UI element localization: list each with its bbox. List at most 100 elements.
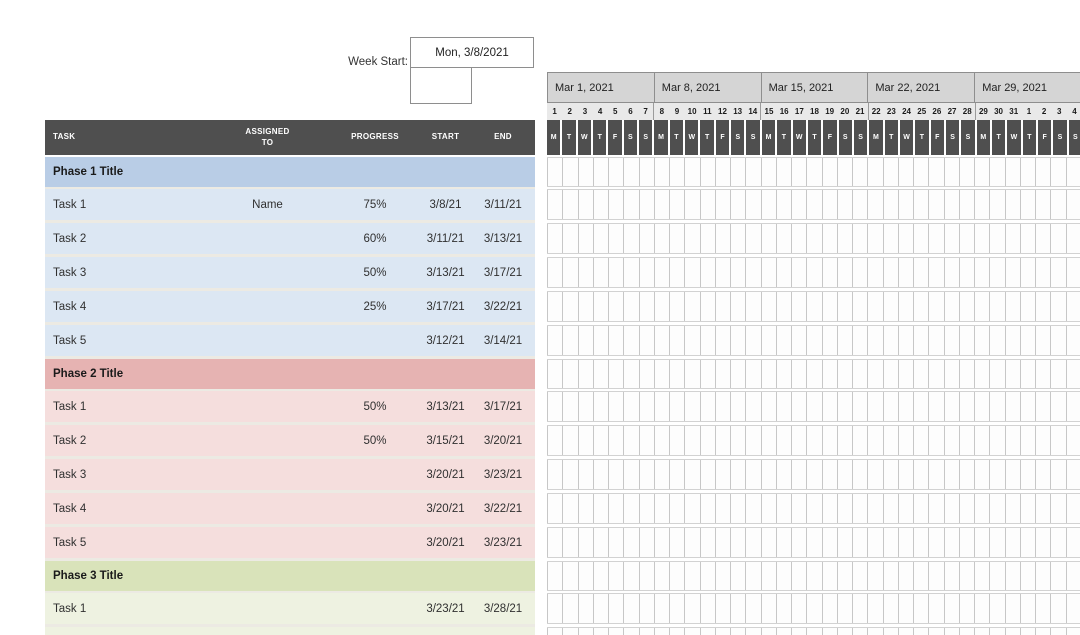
column-header-assigned-to-label: ASSIGNED TO (245, 127, 290, 147)
end-date-cell[interactable]: 3/11/21 (484, 198, 522, 211)
phase-row[interactable]: Phase 2 Title (45, 359, 535, 389)
day-number-cell: 19 (825, 107, 835, 116)
gantt-grid-cell (563, 628, 579, 635)
gantt-grid-cell (1036, 392, 1052, 421)
gantt-grid-cell (639, 224, 655, 253)
gantt-grid-cell (822, 460, 838, 489)
start-date-cell[interactable]: 3/20/21 (426, 468, 465, 481)
start-date-cell[interactable]: 3/13/21 (426, 266, 465, 279)
day-letter-cell: F (715, 120, 732, 155)
gantt-grid-cell (700, 158, 716, 186)
task-name-cell[interactable]: Task 2 (53, 434, 87, 447)
gantt-grid-cell (1066, 594, 1080, 623)
start-date-cell[interactable]: 3/13/21 (426, 400, 465, 413)
gantt-grid-cell (746, 190, 762, 219)
task-name-cell[interactable]: Task 3 (53, 266, 87, 279)
start-date-cell[interactable]: 3/15/21 (426, 434, 465, 447)
gantt-grid-cell (807, 258, 823, 287)
gantt-grid-cell (929, 494, 945, 523)
gantt-grid-cell (654, 326, 670, 355)
task-name-cell[interactable]: Task 5 (53, 334, 87, 347)
end-date-cell[interactable]: 3/23/21 (483, 536, 523, 549)
start-date-cell[interactable]: 3/8/21 (429, 198, 462, 211)
task-row: Task 3 3/20/21 3/23/21 (45, 459, 535, 490)
end-date-cell[interactable]: 3/28/21 (483, 602, 523, 615)
gantt-grid-cell (929, 392, 945, 421)
gantt-grid-cell (1036, 426, 1052, 455)
progress-cell[interactable]: 75% (363, 198, 387, 211)
task-name-cell[interactable]: Task 5 (53, 536, 87, 549)
start-date-cell[interactable]: 3/11/21 (426, 232, 465, 245)
gantt-grid-cell (670, 460, 686, 489)
start-date-cell[interactable]: 3/20/21 (426, 536, 465, 549)
end-date-cell[interactable]: 3/14/21 (483, 334, 523, 347)
end-date-cell[interactable]: 3/22/21 (483, 502, 523, 515)
day-number-cell: 29 (978, 107, 988, 116)
week-start-empty-cell[interactable] (410, 68, 472, 104)
gantt-grid-cell (761, 426, 777, 455)
task-name-cell[interactable]: Task 1 (53, 602, 87, 615)
gantt-grid-cell (776, 292, 792, 321)
gantt-grid-cell (578, 158, 594, 186)
day-number-cell: 12 (718, 107, 727, 116)
gantt-grid-cell (868, 426, 884, 455)
week-start-input[interactable]: Mon, 3/8/2021 (410, 37, 534, 68)
gantt-grid-cell (624, 494, 640, 523)
gantt-grid-cell (944, 224, 960, 253)
gantt-grid-cell (792, 460, 808, 489)
gantt-grid-cell (761, 594, 777, 623)
end-date-cell[interactable]: 3/17/21 (483, 266, 523, 279)
week-label-box: Mar 8, 2021 (653, 72, 762, 103)
start-date-cell[interactable]: 3/17/21 (426, 300, 465, 313)
phase-row[interactable]: Phase 3 Title (45, 561, 535, 591)
assigned-to-cell[interactable]: Name (252, 198, 283, 211)
gantt-grid-cell (929, 292, 945, 321)
task-name-cell[interactable]: Task 4 (53, 502, 87, 515)
gantt-grid-cell (547, 528, 564, 557)
start-date-cell[interactable]: 3/12/21 (426, 334, 465, 347)
task-name-cell[interactable]: Task 3 (53, 468, 87, 481)
phase-row[interactable]: Phase 1 Title (45, 157, 535, 187)
week-label-box: Mar 29, 2021 (974, 72, 1080, 103)
start-date-cell[interactable]: 3/23/21 (426, 602, 465, 615)
gantt-grid-cell (609, 528, 625, 557)
end-date-cell[interactable]: 3/17/21 (483, 400, 523, 413)
task-name-cell[interactable]: Task 1 (53, 400, 87, 413)
task-name-cell[interactable]: Task 4 (53, 300, 87, 313)
gantt-grid-cell (853, 494, 869, 523)
day-number-cell: 3 (1057, 107, 1062, 116)
end-date-cell[interactable]: 3/13/21 (483, 232, 523, 245)
task-row: Task 3 50% 3/13/21 3/17/21 (45, 257, 535, 288)
progress-cell[interactable]: 60% (363, 232, 387, 245)
gantt-grid-cell (929, 158, 945, 186)
gantt-grid-cell (761, 158, 777, 186)
progress-cell[interactable]: 50% (363, 266, 387, 279)
gantt-grid-cell (654, 628, 670, 635)
gantt-grid-cell (990, 360, 1006, 388)
gantt-grid-cell (1036, 258, 1052, 287)
column-header-start: START (431, 132, 460, 142)
start-date-cell[interactable]: 3/20/21 (426, 502, 465, 515)
gantt-grid-cell (853, 392, 869, 421)
gantt-grid-cell (929, 190, 945, 219)
progress-cell[interactable]: 50% (363, 434, 387, 447)
week-label-box: Mar 22, 2021 (867, 72, 976, 103)
end-date-cell[interactable]: 3/20/21 (483, 434, 523, 447)
day-letter-cell: T (700, 120, 716, 155)
gantt-grid-cell (563, 426, 579, 455)
gantt-grid-cell (563, 258, 579, 287)
task-name-cell[interactable]: Task 1 (53, 198, 87, 211)
day-number-cell: 21 (855, 107, 865, 116)
gantt-grid-cell (898, 460, 914, 489)
progress-cell[interactable]: 50% (363, 400, 387, 413)
progress-cell[interactable]: 25% (363, 300, 387, 313)
column-header-end: END (494, 132, 512, 142)
gantt-grid-cell (792, 224, 808, 253)
gantt-grid-cell (776, 460, 792, 489)
end-date-cell[interactable]: 3/22/21 (483, 300, 523, 313)
task-name-cell[interactable]: Task 2 (53, 232, 87, 245)
gantt-grid-cell (929, 628, 945, 635)
gantt-grid-cell (685, 360, 701, 388)
gantt-grid-cell (578, 258, 594, 287)
end-date-cell[interactable]: 3/23/21 (483, 468, 523, 481)
